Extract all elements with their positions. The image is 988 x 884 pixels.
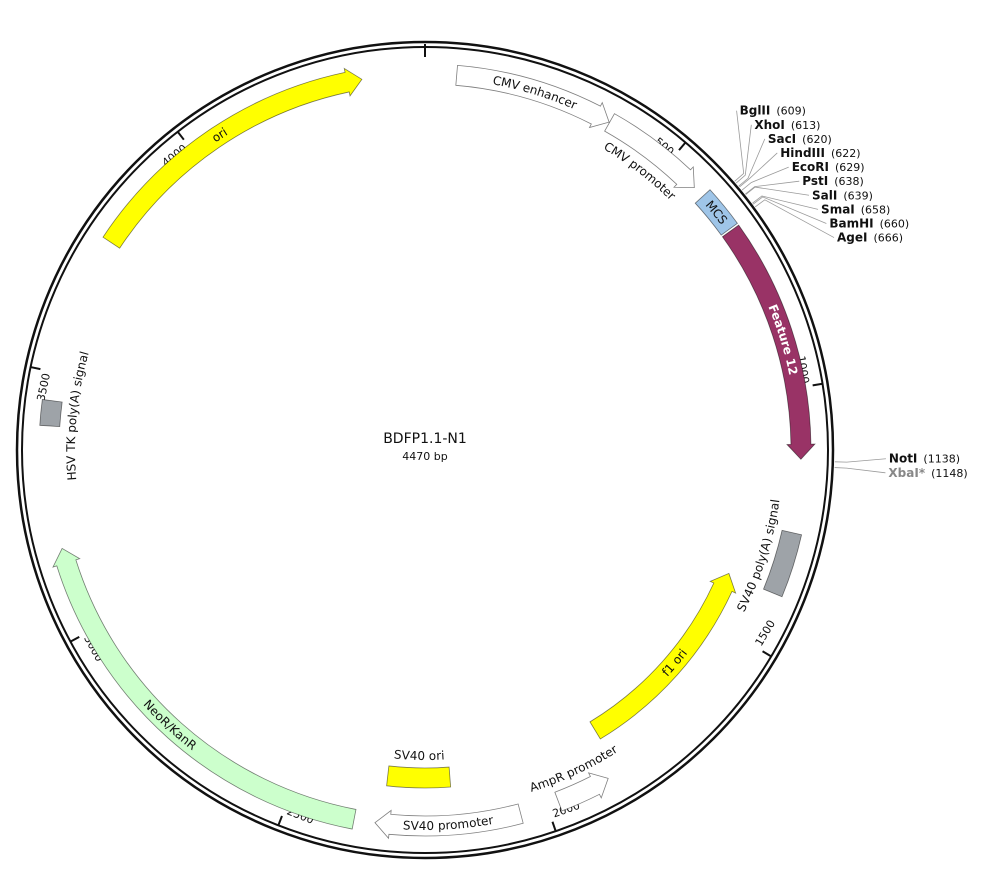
site-label: EcoRI (629) (792, 160, 865, 174)
site-label: NotI (1138) (889, 452, 960, 466)
site-label: HindIII (622) (780, 146, 860, 160)
site-name: XhoI (754, 118, 785, 132)
site-name: SalI (812, 188, 837, 202)
site-name: HindIII (780, 146, 825, 160)
tick-label: 1500 (752, 618, 778, 649)
site-label: SalI (639) (812, 188, 873, 202)
site-leader (752, 196, 827, 224)
site-position: (660) (880, 217, 910, 230)
site-position: (1138) (923, 452, 960, 465)
site-name: EcoRI (792, 160, 829, 174)
site-position: (620) (802, 132, 832, 145)
site-leader (752, 195, 819, 210)
site-position: (1148) (931, 466, 968, 479)
site-name: NotI (889, 452, 918, 466)
feature (762, 529, 803, 598)
site-name: SmaI (821, 202, 855, 216)
feature-label: HSV TK poly(A) signal (64, 350, 92, 481)
feature (694, 189, 738, 236)
site-leader (741, 166, 789, 191)
feature (39, 398, 63, 428)
plasmid-name: BDFP1.1-N1 (383, 431, 467, 447)
site-position: (629) (835, 161, 865, 174)
tick-mark (69, 635, 80, 643)
site-name: AgeI (837, 231, 867, 245)
site-label: BamHI (660) (829, 216, 909, 230)
site-leader (745, 180, 800, 195)
site-position: (639) (843, 189, 873, 202)
site-position: (609) (776, 104, 806, 117)
site-name: SacI (768, 132, 796, 146)
site-name: BamHI (829, 216, 873, 230)
site-leader (738, 138, 766, 187)
tick-label: 3500 (35, 372, 53, 402)
site-leader (734, 110, 745, 182)
site-position: (658) (861, 203, 891, 216)
site-leader (745, 186, 810, 196)
site-position: (613) (791, 118, 821, 131)
site-label: XhoI (613) (754, 118, 820, 132)
feature (554, 772, 609, 812)
tick-mark (762, 650, 772, 658)
tick-mark (30, 366, 41, 371)
feature (52, 547, 357, 830)
feature (455, 64, 610, 129)
feature (374, 803, 524, 840)
feature (386, 765, 452, 789)
site-label: SmaI (658) (821, 202, 890, 216)
site-position: (666) (874, 231, 904, 244)
plasmid-size: 4470 bp (402, 450, 447, 463)
site-position: (638) (834, 175, 864, 188)
tick-mark (176, 131, 185, 141)
tick-mark (812, 382, 823, 387)
site-name: XbaI* (888, 466, 925, 480)
site-name: PstI (802, 174, 828, 188)
feature-label: SV40 ori (393, 747, 445, 763)
site-leader (739, 152, 778, 188)
site-label: AgeI (666) (837, 231, 903, 245)
feature-label-text: HSV TK poly(A) signal (64, 350, 92, 481)
site-position: (622) (831, 146, 861, 159)
site-label: BglII (609) (740, 104, 806, 118)
site-leader (834, 458, 886, 463)
site-label: PstI (638) (802, 174, 864, 188)
site-leader (735, 124, 752, 184)
site-leader (834, 467, 886, 474)
feature-label-text: SV40 ori (393, 747, 445, 763)
tick-mark (277, 815, 283, 826)
tick-mark (678, 141, 687, 151)
site-name: BglII (740, 104, 771, 118)
tick-mark (551, 821, 557, 832)
backbone-outer (15, 40, 835, 860)
site-leader (754, 199, 835, 238)
feature (721, 224, 816, 460)
site-label: SacI (620) (768, 132, 832, 146)
feature (604, 113, 695, 189)
feature (102, 67, 363, 249)
feature (589, 572, 737, 740)
site-label: XbaI* (1148) (888, 466, 967, 480)
